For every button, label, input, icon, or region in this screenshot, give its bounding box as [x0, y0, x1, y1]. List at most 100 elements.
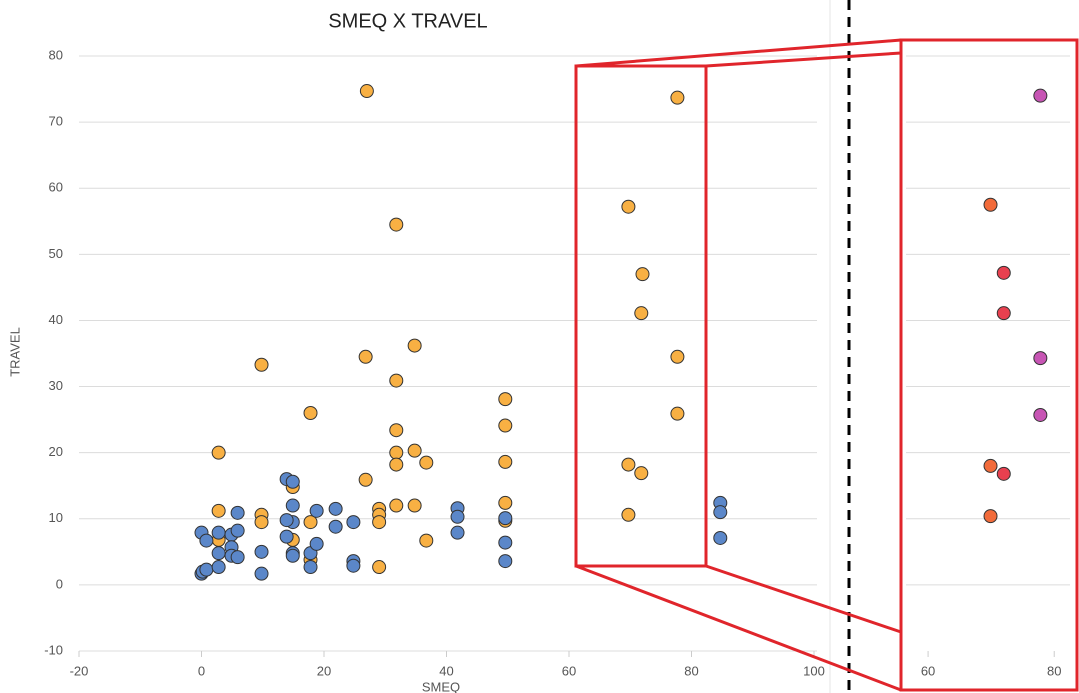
point: [498, 392, 513, 407]
x-tick-label: 0: [198, 663, 205, 678]
zoom-connector: [575, 38, 902, 68]
point: [407, 338, 422, 353]
x-tick-label: 60: [562, 663, 576, 678]
point: [285, 498, 300, 513]
x-tick-label: 80: [1047, 663, 1061, 678]
point: [713, 530, 728, 545]
point: [303, 560, 318, 575]
point: [359, 84, 374, 99]
point: [389, 457, 404, 472]
point: [372, 560, 387, 575]
point: [419, 455, 434, 470]
x-tick-label: 20: [317, 663, 331, 678]
x-tick-label: -20: [70, 663, 89, 678]
point: [419, 533, 434, 548]
point: [254, 566, 269, 581]
point: [450, 525, 465, 540]
y-tick-label: 40: [49, 312, 63, 327]
zoom-frame: [899, 38, 1079, 692]
point: [309, 503, 324, 518]
point: [670, 349, 685, 364]
point: [498, 535, 513, 550]
y-tick-label: 50: [49, 246, 63, 261]
point: [303, 406, 318, 420]
point: [450, 509, 465, 524]
point: [211, 546, 226, 561]
point: [1033, 407, 1048, 422]
point: [996, 466, 1011, 481]
y-tick-label: 30: [49, 378, 63, 393]
point: [230, 505, 245, 520]
point: [211, 445, 226, 460]
point: [498, 454, 513, 469]
point: [996, 306, 1011, 321]
point: [1033, 88, 1048, 103]
x-tick-label: 80: [684, 663, 698, 678]
point: [199, 562, 214, 577]
point: [372, 515, 387, 530]
y-axis-label: TRAVEL: [7, 327, 22, 377]
y-tick-label: 80: [49, 47, 63, 62]
point: [211, 525, 226, 540]
point: [498, 554, 513, 569]
point: [230, 550, 245, 565]
zoom-connector: [575, 564, 902, 692]
zoom-region: [574, 64, 708, 568]
point: [346, 515, 361, 530]
y-tick-label: 60: [49, 180, 63, 195]
point: [983, 197, 998, 212]
zoom-connector: [705, 564, 902, 634]
point: [279, 529, 294, 544]
point: [498, 418, 513, 433]
point: [621, 507, 636, 522]
point: [389, 373, 404, 388]
point: [389, 217, 404, 232]
point: [407, 498, 422, 513]
point: [328, 519, 343, 534]
point: [713, 505, 728, 520]
point: [285, 474, 300, 489]
y-tick-label: 70: [49, 114, 63, 129]
x-tick-label: 60: [921, 663, 935, 678]
x-axis-label: SMEQ: [422, 679, 460, 693]
point: [199, 533, 214, 548]
y-tick-label: 10: [49, 510, 63, 525]
point: [389, 498, 404, 513]
point: [498, 495, 513, 510]
point: [983, 458, 998, 473]
point: [634, 466, 649, 481]
point: [634, 306, 649, 321]
point: [254, 544, 269, 559]
point: [1033, 351, 1048, 366]
point: [254, 357, 269, 372]
y-tick-label: 20: [49, 444, 63, 459]
point: [211, 560, 226, 575]
point: [389, 445, 404, 460]
point: [285, 548, 300, 563]
point: [621, 457, 636, 472]
point: [358, 349, 373, 364]
point: [303, 515, 318, 530]
x-tick-label: 100: [803, 663, 825, 678]
point: [670, 406, 685, 421]
point: [346, 558, 361, 573]
chart-title: SMEQ X TRAVEL: [328, 10, 487, 32]
point: [358, 472, 373, 487]
y-tick-label: 0: [56, 576, 63, 591]
point: [389, 423, 404, 438]
point: [254, 515, 269, 530]
point: [230, 523, 245, 538]
point: [621, 199, 636, 214]
point: [328, 501, 343, 516]
point: [279, 513, 294, 528]
point: [498, 511, 513, 526]
x-tick-label: 40: [439, 663, 453, 678]
point: [635, 267, 650, 282]
point: [211, 503, 226, 518]
point: [670, 90, 685, 105]
point: [407, 443, 422, 458]
point: [309, 536, 324, 551]
point: [996, 265, 1011, 280]
zoom-callout: [574, 38, 1079, 692]
